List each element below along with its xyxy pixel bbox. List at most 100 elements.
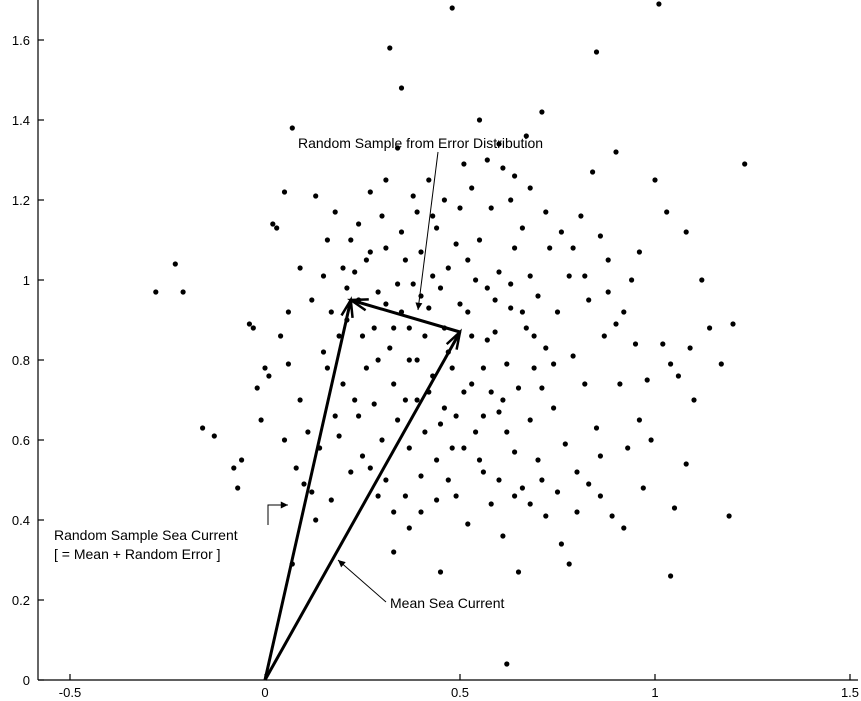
data-point (371, 325, 377, 331)
data-point (437, 285, 444, 291)
data-point (414, 209, 420, 215)
data-point (340, 265, 346, 271)
data-point (320, 273, 327, 279)
data-point (449, 445, 455, 451)
data-point (324, 237, 330, 243)
mean-vector-shaft (263, 331, 462, 681)
data-point (597, 453, 604, 459)
data-point (297, 265, 303, 271)
data-point (480, 413, 486, 419)
x-tick-label: 0 (261, 685, 268, 700)
data-point (640, 485, 646, 491)
y-tick-label: 0.8 (12, 353, 30, 368)
data-point (586, 297, 592, 303)
data-point (656, 1, 662, 7)
data-point (461, 161, 467, 167)
error-leader-line (417, 151, 439, 311)
data-point (289, 125, 295, 131)
data-point (465, 309, 471, 315)
data-point (414, 397, 420, 403)
data-point (239, 457, 245, 463)
data-point (508, 305, 514, 311)
y-tick-label: 0.2 (12, 593, 30, 608)
data-point (367, 465, 373, 471)
data-point (617, 381, 623, 387)
data-point (418, 509, 424, 515)
data-point (476, 237, 483, 243)
data-point (375, 493, 381, 499)
data-point (578, 213, 584, 219)
data-point (496, 269, 502, 275)
data-point (683, 229, 689, 235)
data-point (551, 361, 557, 367)
data-point (231, 465, 237, 471)
data-point (582, 381, 588, 387)
data-point (484, 157, 490, 163)
data-point (605, 289, 611, 295)
data-point (597, 493, 604, 499)
data-point (383, 177, 389, 183)
data-point (632, 341, 639, 347)
data-point (211, 433, 217, 439)
data-point (332, 413, 338, 419)
data-point (730, 321, 736, 327)
data-point (309, 489, 315, 495)
data-point (519, 225, 526, 231)
data-point (742, 161, 748, 167)
data-point (554, 309, 561, 315)
data-point (172, 261, 178, 267)
data-point (180, 289, 186, 295)
data-point (496, 477, 502, 483)
data-point (293, 465, 299, 471)
data-point (336, 333, 342, 339)
data-point (535, 457, 541, 463)
data-point (406, 525, 412, 531)
data-point (476, 117, 483, 123)
data-point (511, 173, 518, 179)
data-point (484, 337, 490, 343)
y-tick-label: 1.2 (12, 193, 30, 208)
data-point (235, 485, 241, 491)
data-point (488, 501, 494, 507)
data-point (270, 221, 276, 227)
data-point (258, 417, 264, 423)
data-point (492, 297, 498, 303)
data-point (453, 493, 459, 499)
data-point (406, 357, 412, 363)
data-point (246, 321, 252, 327)
data-point (718, 361, 724, 367)
data-point (434, 497, 440, 503)
data-point (543, 209, 549, 215)
data-point (488, 389, 494, 395)
data-point (609, 513, 615, 519)
data-point (285, 361, 291, 367)
data-point (348, 237, 354, 243)
data-point (461, 389, 467, 395)
data-point (551, 405, 557, 411)
data-point (250, 325, 256, 331)
data-point (457, 301, 463, 307)
data-point (363, 257, 369, 263)
data-point (398, 85, 405, 91)
data-point (356, 221, 362, 227)
data-point (527, 273, 533, 279)
data-point (441, 197, 447, 203)
data-point (488, 205, 494, 211)
data-point (398, 229, 405, 235)
data-point (543, 345, 549, 351)
data-point (664, 209, 670, 215)
sample-vector-shaft (263, 299, 353, 681)
y-tick-label: 1.6 (12, 33, 30, 48)
data-point (391, 381, 397, 387)
data-point (363, 365, 369, 371)
data-point (496, 141, 502, 147)
data-point (430, 273, 436, 279)
y-tick-label: 0.6 (12, 433, 30, 448)
data-point (519, 309, 526, 315)
sample-leader-line (267, 504, 288, 525)
random-sample-current-label: Random Sample Sea Current (54, 527, 238, 543)
data-point (278, 333, 284, 339)
data-point (636, 249, 643, 255)
data-point (328, 309, 334, 315)
data-point (395, 145, 401, 151)
